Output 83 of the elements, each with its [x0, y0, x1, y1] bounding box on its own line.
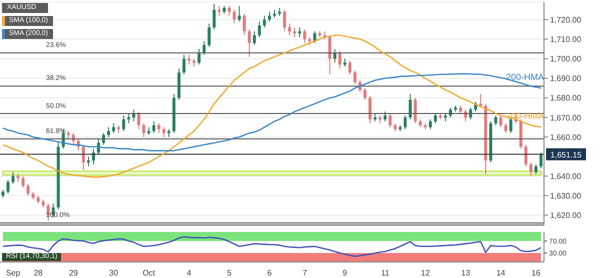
candlestick [262, 15, 266, 28]
candlestick [298, 26, 302, 38]
candlestick [303, 28, 306, 44]
candlestick [404, 114, 407, 130]
candlestick [434, 113, 437, 124]
x-tick-label: Sep [6, 268, 21, 278]
candlestick [499, 114, 502, 128]
x-tick-label: 28 [34, 268, 44, 278]
candlestick [539, 152, 542, 169]
candlestick [142, 122, 146, 138]
candlestick [232, 9, 236, 24]
y-tick-label: 1,680.00 [550, 94, 582, 103]
candlestick [248, 28, 251, 58]
candlestick [198, 48, 201, 66]
x-tick-label: 6 [267, 268, 272, 278]
candlestick [364, 88, 367, 100]
candlestick [242, 13, 246, 36]
candlestick [107, 126, 110, 138]
y-tick-label: 1,640.00 [550, 172, 582, 181]
candlestick [6, 180, 10, 194]
x-tick-label: 7 [302, 268, 308, 278]
y-tick-label: 1,670.00 [550, 113, 582, 122]
candlestick [86, 156, 90, 167]
candlestick [208, 23, 211, 48]
candlestick [162, 126, 166, 138]
x-tick-label: 9 [342, 268, 348, 278]
candlestick [388, 113, 392, 128]
candlestick [353, 70, 356, 85]
y-tick-label: 1,720.00 [550, 15, 582, 24]
candlestick [238, 5, 241, 22]
candlestick [529, 162, 532, 177]
candlestick [258, 21, 261, 38]
candlestick [368, 95, 372, 124]
x-tick-label: Oct [142, 268, 156, 278]
candlestick [182, 54, 186, 75]
candlestick [12, 172, 15, 184]
candlestick [122, 114, 126, 132]
x-tick-label: 5 [227, 268, 232, 278]
candlestick [479, 93, 482, 108]
candlestick [137, 111, 140, 130]
candlestick [504, 122, 508, 134]
candlestick [283, 9, 286, 32]
y-tick-label: 1,660.00 [550, 132, 582, 142]
candlestick [348, 60, 352, 75]
candlestick [26, 183, 30, 196]
candlestick [152, 120, 156, 134]
candlestick [494, 114, 498, 126]
x-tick-label: 4 [186, 268, 192, 278]
candlestick [252, 30, 256, 46]
candlestick [288, 23, 292, 36]
candlestick [428, 118, 432, 130]
candlestick [293, 26, 296, 38]
ref-line-label: 1,651.15 [550, 150, 582, 160]
y-tick-label: 1,710.00 [550, 35, 582, 44]
y-tick-label: 1,700.00 [550, 54, 582, 64]
y-tick-label: 1,690.00 [550, 74, 582, 84]
line-series [2, 34, 542, 178]
x-tick-label: 30 [109, 268, 119, 278]
candlestick [202, 40, 206, 56]
candlestick [82, 144, 85, 171]
candlestick [212, 3, 216, 30]
candlestick [534, 164, 538, 175]
candlestick [408, 93, 412, 120]
x-tick-label: 13 [461, 268, 471, 278]
candlestick [188, 54, 191, 66]
x-tick-label: 16 [532, 268, 541, 278]
candlestick [414, 97, 417, 124]
candlestick [524, 144, 528, 167]
candlestick [338, 50, 342, 70]
candlestick [384, 111, 387, 122]
candlestick [127, 113, 130, 124]
candlestick [228, 5, 231, 16]
x-tick-label: 14 [496, 268, 506, 278]
candlestick [218, 5, 221, 16]
candlestick [157, 122, 160, 134]
candlestick [268, 11, 271, 22]
candlestick [112, 122, 116, 134]
x-tick-label: 11 [380, 268, 390, 278]
y-tick-label: 1,630.00 [550, 192, 582, 200]
x-tick-label: 12 [420, 268, 430, 278]
y-tick-label: 1,620.00 [550, 211, 582, 220]
x-tick-label: 29 [68, 268, 78, 278]
candlestick [22, 176, 25, 188]
